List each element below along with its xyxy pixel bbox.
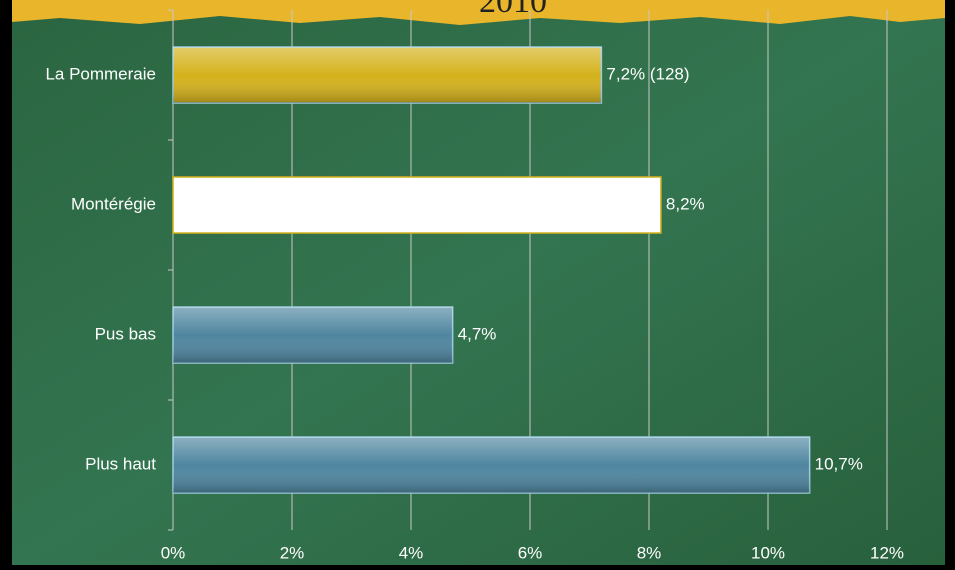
x-tick-label: 2%: [280, 543, 305, 562]
x-tick-label: 8%: [637, 543, 662, 562]
value-label: 8,2%: [666, 194, 705, 213]
x-tick-label: 4%: [399, 543, 424, 562]
chart-title: 2010: [479, 0, 547, 20]
bar-shade: [173, 437, 810, 493]
value-label: 7,2% (128): [606, 64, 689, 83]
y-tick-label: Plus haut: [85, 454, 156, 473]
value-label: 4,7%: [458, 324, 497, 343]
bar-shade: [173, 47, 602, 103]
value-label: 10,7%: [815, 454, 863, 473]
x-tick-label: 10%: [751, 543, 785, 562]
y-tick-label: Pus bas: [95, 324, 156, 343]
top-band: [12, 0, 945, 25]
y-tick-label: Montérégie: [71, 194, 156, 213]
bar: [172, 176, 662, 234]
y-tick-label: La Pommeraie: [45, 64, 156, 83]
bar-shade: [173, 307, 453, 363]
x-tick-label: 0%: [161, 543, 186, 562]
x-tick-label: 6%: [518, 543, 543, 562]
x-tick-label: 12%: [870, 543, 904, 562]
